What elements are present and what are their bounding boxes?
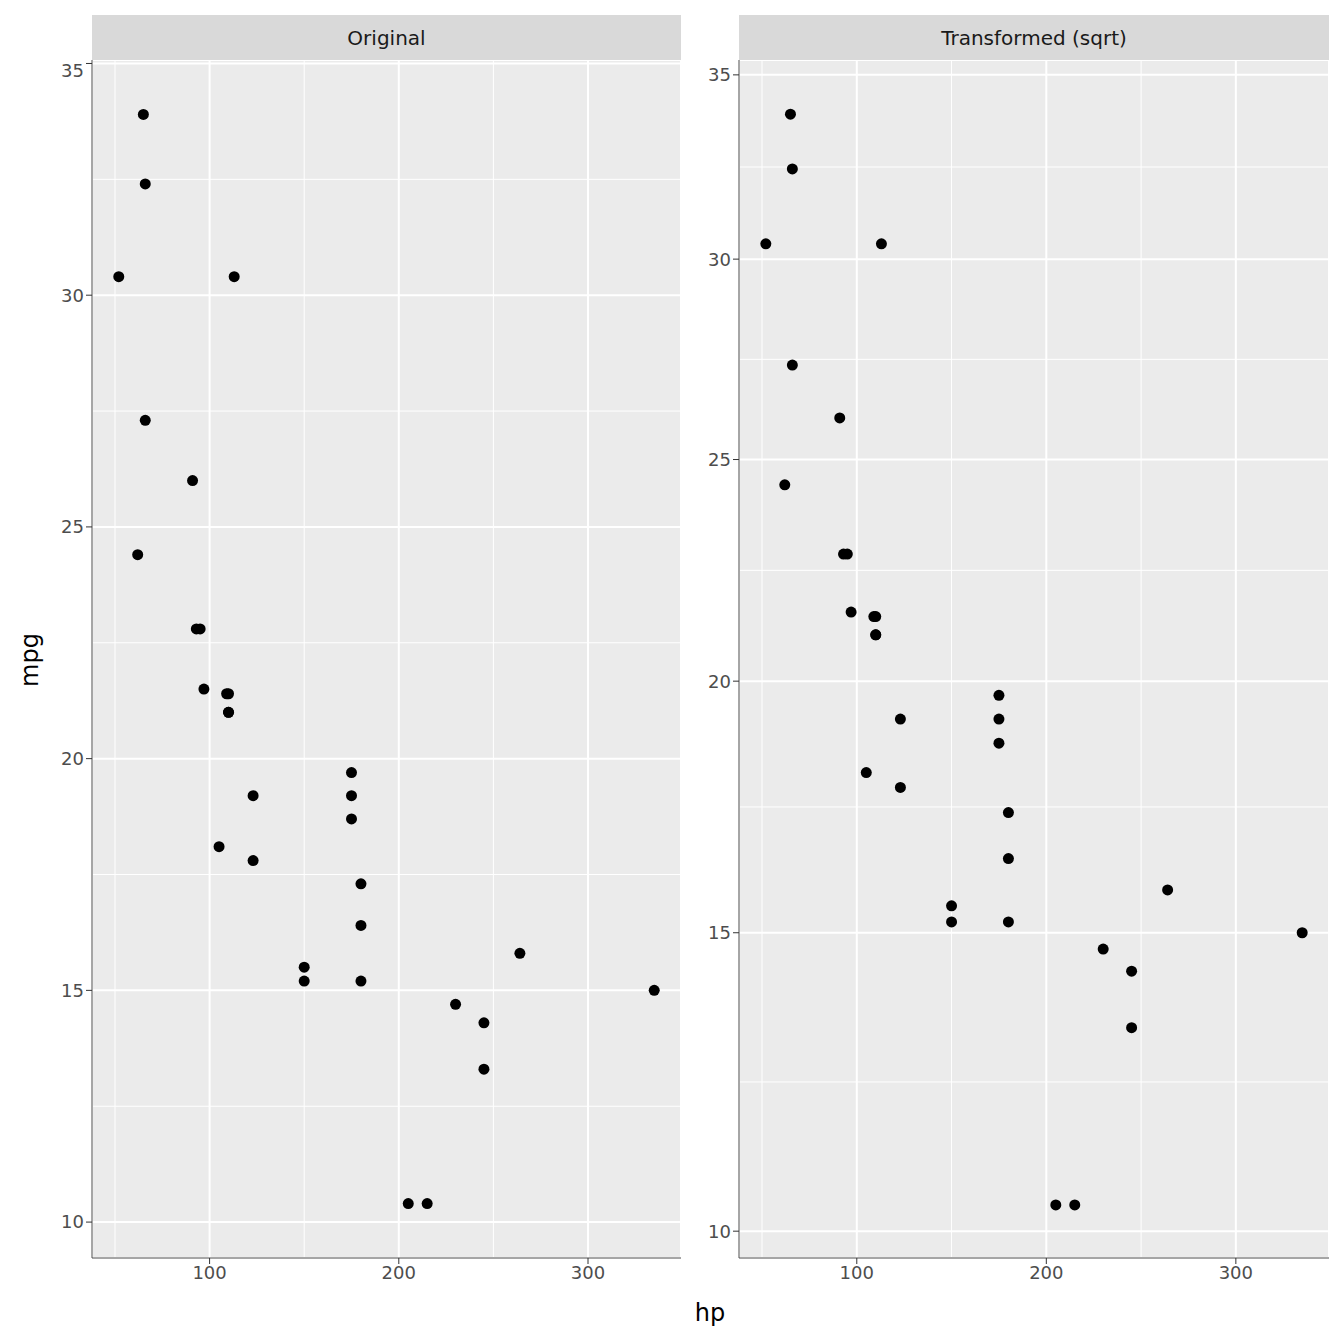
svg-text:15: 15 [61,980,84,1001]
svg-text:300: 300 [571,1262,605,1283]
html-text:Transformed (sqrt): Transformed (sqrt) [941,25,1127,50]
svg-text:35: 35 [61,60,84,81]
svg-text:200: 200 [382,1262,416,1283]
svg-text:30: 30 [708,249,731,270]
svg-text:25: 25 [708,449,731,470]
html-text:mpg: mpg [16,633,44,687]
svg-text:200: 200 [1029,1262,1063,1283]
svg-text:25: 25 [61,516,84,537]
html-text:Original: Original [347,25,426,50]
svg-text:100: 100 [840,1262,874,1283]
svg-text:30: 30 [61,285,84,306]
svg-text:15: 15 [708,922,731,943]
svg-text:35: 35 [708,64,731,85]
svg-text:20: 20 [61,748,84,769]
svg-text:100: 100 [192,1262,226,1283]
svg-text:10: 10 [61,1211,84,1232]
svg-text:20: 20 [708,671,731,692]
svg-text:300: 300 [1219,1262,1253,1283]
html-text:hp: hp [694,1299,726,1327]
svg-text:10: 10 [708,1221,731,1242]
